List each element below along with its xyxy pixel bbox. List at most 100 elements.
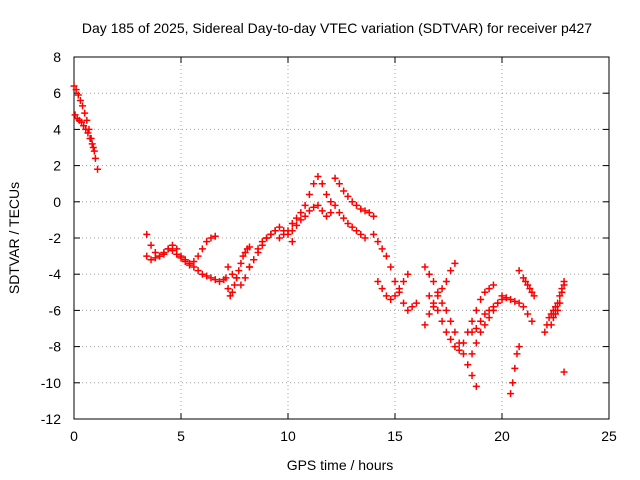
data-point (515, 299, 523, 307)
data-point (203, 238, 211, 246)
tick-layer: 0 5 10 15 20 25 -12 -10 -8 -6 -4 -2 0 2 4 6 8 (41, 49, 617, 444)
data-point (344, 220, 352, 228)
data-point (82, 125, 90, 133)
x-tick-label: 20 (494, 428, 510, 444)
y-axis-label: SDTVAR / TECUs (6, 182, 22, 294)
data-point (528, 288, 536, 296)
series-arc-15 (468, 294, 536, 336)
data-point (237, 281, 245, 289)
data-point (323, 212, 331, 220)
data-point (382, 252, 390, 260)
data-point (547, 321, 555, 329)
data-point (404, 306, 412, 314)
data-point (228, 270, 236, 278)
data-point (177, 254, 185, 262)
data-point (515, 267, 523, 275)
data-point (72, 86, 80, 94)
data-point (74, 91, 82, 99)
data-point (558, 288, 566, 296)
data-point (477, 328, 485, 336)
data-point (404, 270, 412, 278)
data-point (400, 299, 408, 307)
data-point (263, 234, 271, 242)
data-point (335, 180, 343, 188)
y-tick-label: 0 (53, 194, 61, 210)
data-point (434, 292, 442, 300)
series-arc-20 (547, 281, 568, 329)
data-point (519, 274, 527, 282)
data-point (549, 314, 557, 322)
data-point (211, 276, 219, 284)
data-point (194, 252, 202, 260)
data-point (515, 343, 523, 351)
data-point (327, 209, 335, 217)
data-point (352, 227, 360, 235)
grid-layer (74, 57, 609, 419)
data-point (387, 296, 395, 304)
series-arc-1 (70, 82, 102, 173)
x-axis-label: GPS time / hours (287, 457, 394, 473)
data-point (181, 258, 189, 266)
data-point (489, 281, 497, 289)
x-tick-label: 5 (177, 428, 185, 444)
data-point (305, 191, 313, 199)
data-point (344, 192, 352, 200)
data-point (198, 270, 206, 278)
data-point (498, 292, 506, 300)
data-point (509, 379, 517, 387)
data-point (271, 227, 279, 235)
data-point (472, 382, 480, 390)
data-point (237, 259, 245, 267)
data-point (335, 209, 343, 217)
data-point (370, 230, 378, 238)
data-point (94, 165, 102, 173)
data-point (472, 325, 480, 332)
data-point (370, 212, 378, 220)
data-point (357, 230, 365, 238)
data-point (412, 299, 420, 307)
data-point (173, 250, 181, 258)
data-point (560, 368, 568, 376)
data-point (216, 277, 224, 285)
data-point (71, 111, 79, 119)
data-point (88, 140, 96, 148)
data-point (552, 310, 559, 318)
data-point (245, 263, 253, 271)
data-point (378, 245, 386, 253)
data-point (400, 277, 408, 285)
data-point (430, 277, 438, 285)
data-point (530, 292, 538, 300)
data-point (239, 252, 247, 260)
data-point (186, 261, 194, 269)
chart-title: Day 185 of 2025, Sidereal Day-to-day VTE… (82, 20, 592, 36)
data-point (267, 230, 275, 238)
series-arc-18 (519, 274, 538, 300)
y-tick-label: 6 (53, 85, 61, 101)
series-outliers (288, 238, 568, 376)
data-point (164, 245, 172, 253)
data-point (395, 285, 403, 293)
x-tick-label: 10 (280, 428, 296, 444)
data-point (464, 361, 472, 369)
y-tick-label: -4 (49, 266, 62, 282)
data-point (507, 296, 515, 304)
data-point (340, 187, 348, 195)
data-point (310, 203, 318, 211)
data-point (151, 254, 159, 262)
data-point (378, 285, 386, 293)
data-point (207, 274, 215, 282)
data-point (143, 252, 151, 260)
data-point (554, 306, 562, 314)
data-point (280, 230, 288, 238)
data-point (438, 299, 446, 307)
data-point (477, 317, 485, 325)
data-point (425, 292, 433, 300)
data-point (528, 317, 536, 325)
data-point (552, 303, 559, 311)
data-point (519, 303, 527, 311)
data-point (143, 230, 151, 238)
data-point (297, 209, 305, 217)
data-point (79, 102, 87, 110)
data-point (89, 144, 97, 151)
